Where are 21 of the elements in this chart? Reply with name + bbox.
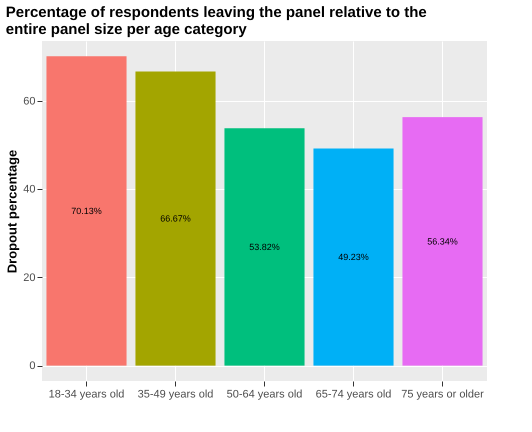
y-tick-label: 60 [23, 95, 36, 108]
data-label: 56.34% [427, 236, 458, 246]
x-tick-label: 35-49 years old [138, 388, 214, 400]
data-label: 53.82% [249, 242, 280, 252]
data-label: 66.67% [160, 214, 191, 224]
bar [224, 128, 305, 366]
bar [313, 148, 394, 366]
x-tick-label: 65-74 years old [316, 388, 392, 400]
data-label: 70.13% [71, 206, 102, 216]
y-tick-label: 0 [29, 360, 36, 372]
data-label: 49.23% [338, 252, 369, 262]
x-tick-label: 18-34 years old [48, 388, 124, 400]
x-tick-label: 75 years or older [401, 388, 484, 400]
bar [135, 72, 216, 366]
chart-title: Percentage of respondents leaving the panel relative to the entire panel size per age category [6, 4, 427, 38]
y-tick-label: 40 [23, 184, 36, 196]
bar [402, 117, 483, 366]
y-tick-label: 20 [23, 272, 36, 284]
bar [46, 56, 127, 366]
x-tick-label: 50-64 years old [226, 388, 302, 400]
y-axis-title: Dropout percentage [4, 150, 20, 274]
